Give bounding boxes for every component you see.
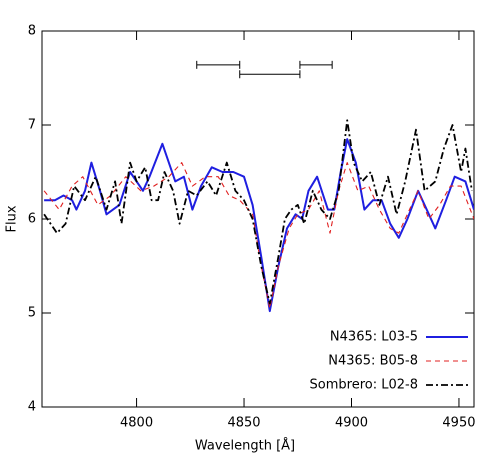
y-tick-label: 4: [28, 400, 36, 415]
x-tick-label: 4950: [442, 416, 475, 431]
y-tick-label: 6: [28, 212, 36, 227]
legend-label: Sombrero: L02-8: [310, 378, 418, 393]
x-tick-label: 4800: [120, 416, 153, 431]
y-tick-label: 8: [28, 24, 36, 39]
spectrum-line: [44, 138, 474, 313]
x-tick-label: 4900: [335, 416, 368, 431]
plot-frame: [41, 30, 475, 408]
y-tick-label: 7: [28, 118, 36, 133]
legend-label: N4365: L03-5: [330, 330, 418, 345]
x-axis-label: Wavelength [Å]: [195, 438, 295, 454]
spectrum-line: [43, 162, 474, 309]
spectrum-line: [43, 119, 473, 305]
y-axis-label: Flux: [5, 205, 20, 232]
y-tick-label: 5: [28, 306, 36, 321]
legend-label: N4365: B05-8: [328, 354, 418, 369]
x-tick-label: 4850: [227, 416, 260, 431]
